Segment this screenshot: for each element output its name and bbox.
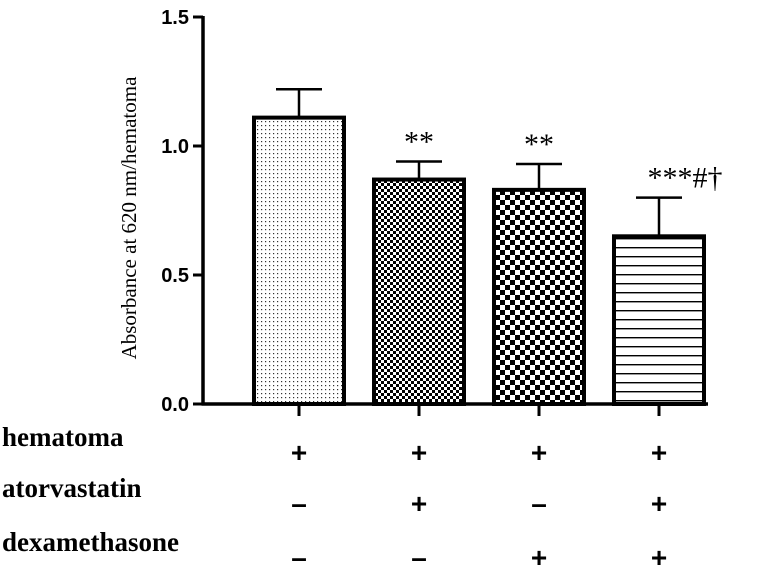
condition-table: hematoma + + + + atorvastatin – + – + dexamethason… [2,422,667,573]
condition-sign: + [651,542,667,573]
condition-label: dexamethasone [2,527,179,557]
condition-sign: – [531,488,547,519]
significance-label: ** [524,128,554,161]
condition-sign: – [291,488,307,519]
labels: 0.0 0.5 1.0 1.5 Absorbance at 620 nm/hematom… [117,7,723,416]
condition-sign: + [651,437,667,468]
condition-label: atorvastatin [2,473,141,503]
y-tick-label: 1.0 [161,136,189,158]
condition-label: hematoma [2,422,124,452]
condition-sign: + [291,437,307,468]
condition-sign: + [531,437,547,468]
bar [252,115,346,407]
significance-label: ***#† [648,162,723,195]
condition-sign: + [651,488,667,519]
y-tick-label: 0.5 [161,265,189,287]
y-tick-label: 1.5 [161,7,189,29]
bar [492,187,586,406]
y-tick-label: 0.0 [161,394,189,416]
condition-sign: – [411,542,427,573]
bar [612,234,706,406]
condition-sign: + [411,437,427,468]
significance-label: ** [404,125,434,158]
bars [252,87,706,407]
bar [372,177,466,406]
condition-sign: – [291,542,307,573]
condition-sign: + [411,488,427,519]
condition-sign: + [531,542,547,573]
y-axis-label: Absorbance at 620 nm/hematoma [117,76,141,360]
